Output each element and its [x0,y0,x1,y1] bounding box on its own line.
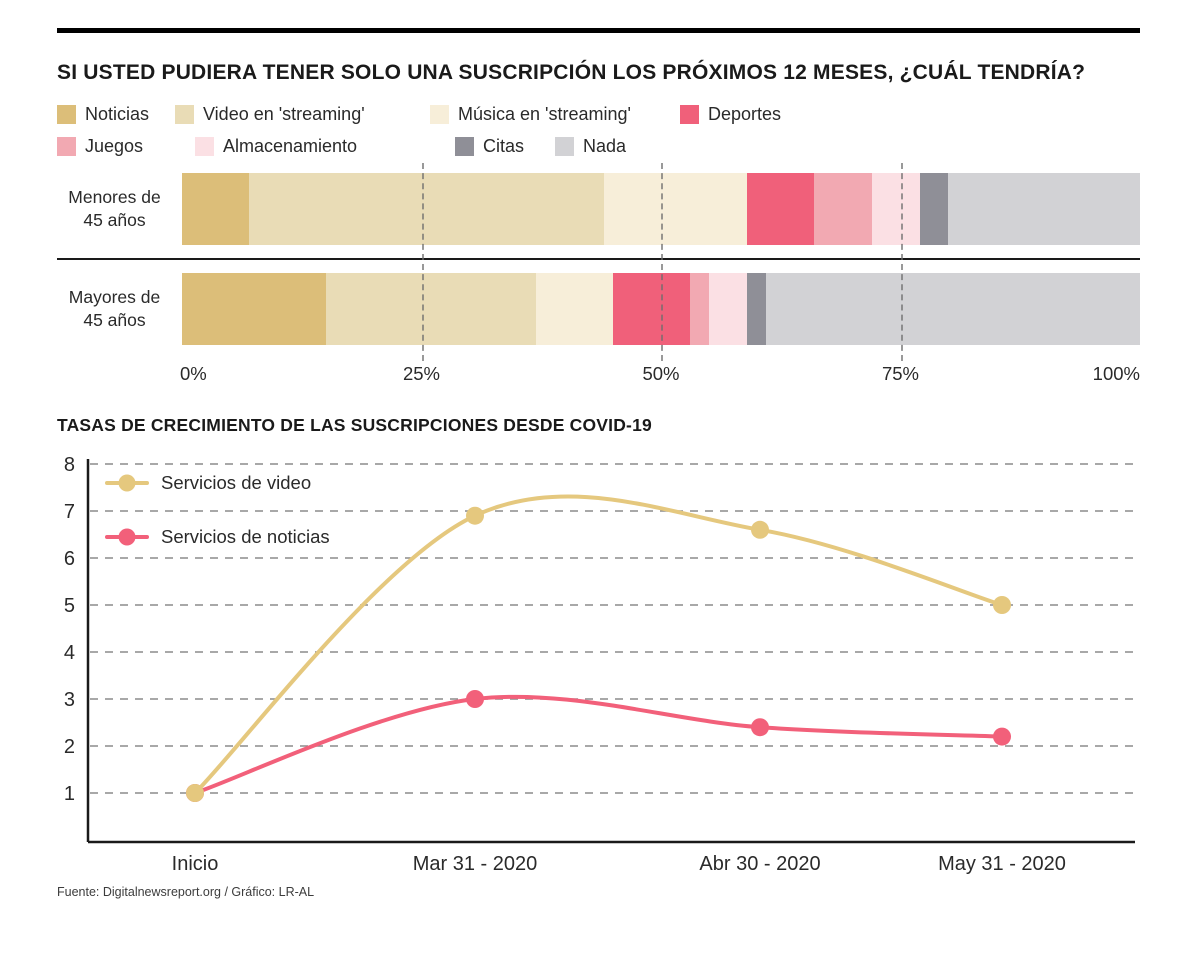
bar-segment [689,273,709,345]
stacked-bar-chart: Menores de 45 años Mayores de 45 años 0% 2… [57,163,1140,387]
row-divider [57,258,1140,260]
y-tick-label: 5 [64,595,75,617]
x-tick-label: Inicio [172,853,219,875]
bar-segment [249,173,604,245]
line-chart: 1 2 3 4 5 6 7 8 Inicio Mar 31 - 2020 Abr 30 - 2020… [57,454,1140,879]
y-tick-label: 2 [64,736,75,758]
legend-row: Noticias Video en 'streaming' Música en 's… [57,101,1140,127]
line-legend-item: Servicios de noticias [105,524,330,550]
x-tick-label: Mar 31 - 2020 [413,853,538,875]
y-tick-label: 4 [64,642,75,664]
line-legend-label: Servicios de noticias [161,526,330,547]
x-tick-label: Abr 30 - 2020 [699,853,820,875]
x-tick-label: 75% [881,363,920,384]
bar-x-axis: 0% 25% 50% 75% 100% [180,363,1140,387]
data-point [993,596,1011,614]
bar-segment [766,273,1140,345]
bar-segment [182,173,250,245]
legend-swatch [195,136,214,156]
line-legend-item: Servicios de video [105,470,330,496]
data-point [993,727,1011,746]
legend-swatch [57,104,76,124]
bar-row-label: Mayores de 45 años [68,287,161,330]
legend-swatch [555,136,574,156]
bar-track [182,173,1140,245]
data-point [466,506,484,525]
bar-chart-legend: Noticias Video en 'streaming' Música en 's… [57,101,1140,159]
legend-item: Nada [555,136,626,157]
data-point [466,690,484,708]
legend-item: Video en 'streaming' [175,104,430,125]
x-tick-label: May 31 - 2020 [938,853,1066,875]
top-rule [57,28,1140,33]
y-tick-label: 1 [64,783,75,805]
bar-segment [814,173,872,245]
bar-row: Mayores de 45 años [57,273,1140,345]
legend-label: Juegos [85,135,144,156]
y-tick-label: 3 [64,689,75,711]
line-chart-title: TASAS DE CRECIMIENTO DE LAS SUSCRIPCIONE… [57,415,652,435]
legend-label: Noticias [85,103,150,124]
data-point [751,718,769,737]
legend-item: Música en 'streaming' [430,104,680,125]
legend-swatch [680,104,699,124]
line-legend-marker [105,528,149,546]
bar-chart-title: SI USTED PUDIERA TENER SOLO UNA SUSCRIPC… [57,61,1086,84]
line-legend-label: Servicios de video [161,472,312,493]
legend-swatch [430,104,449,124]
data-point [751,520,769,539]
bar-segment [919,173,949,245]
x-tick-label: 0% [180,363,207,384]
legend-item: Almacenamiento [195,136,455,157]
bar-segment [536,273,614,345]
bar-track [182,273,1140,345]
y-tick-label: 6 [64,548,75,570]
bar-segment [871,173,920,245]
line-legend-dot [118,528,136,546]
legend-item: Juegos [57,136,195,157]
bar-segment [325,273,537,345]
legend-swatch [57,136,76,156]
legend-label: Nada [583,135,627,156]
x-tick-label: 100% [1092,363,1140,384]
line-legend-marker [105,474,149,492]
data-point [186,784,204,802]
legend-item: Citas [455,136,555,157]
line-chart-svg: 1 2 3 4 5 6 7 8 Inicio Mar 31 - 2020 Abr 30 - 2020… [64,454,1137,875]
y-tick-label: 7 [64,501,75,523]
line-legend-dot [118,474,136,492]
legend-item: Deportes [680,104,781,125]
legend-label: Almacenamiento [223,135,358,156]
x-tick-label: 50% [642,363,680,384]
legend-swatch [455,136,474,156]
x-tick-label: 25% [402,363,441,384]
legend-label: Música en 'streaming' [458,103,631,124]
bar-rows: Menores de 45 años Mayores de 45 años [57,173,1140,345]
legend-row: Juegos Almacenamiento Citas Nada [57,133,1140,159]
series-line [193,494,1004,795]
source-note: Fuente: Digitalnewsreport.org / Gráfico:… [57,885,315,899]
bar-segment [613,273,690,345]
bar-row-label: Menores de 45 años [68,187,161,230]
y-tick-label: 8 [64,454,75,476]
bar-segment [747,173,815,245]
legend-label: Citas [483,135,525,156]
bar-segment [747,273,767,345]
series-line [193,694,1004,795]
bar-segment [603,173,748,245]
bar-row: Menores de 45 años [57,173,1140,245]
bar-segment [182,273,326,345]
bar-segment [708,273,748,345]
line-chart-legend: Servicios de video Servicios de noticias [105,470,330,550]
legend-label: Video en 'streaming' [203,103,365,124]
legend-label: Deportes [708,103,782,124]
legend-swatch [175,104,194,124]
bar-segment [948,173,1140,245]
legend-item: Noticias [57,104,175,125]
